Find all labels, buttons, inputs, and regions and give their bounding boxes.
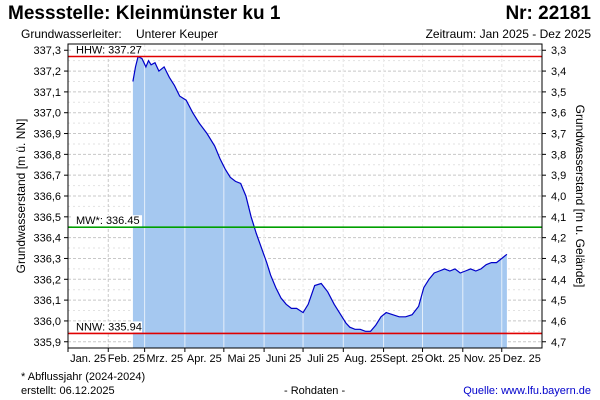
nnw-label: NNW: 335.94 — [76, 321, 142, 333]
left-tick-label: 336,2 — [33, 274, 61, 286]
right-tick-label: 3,5 — [551, 87, 566, 99]
right-tick-label: 4,2 — [551, 233, 566, 245]
left-tick-label: 335,9 — [33, 337, 61, 349]
station-number: Nr: 22181 — [505, 3, 591, 24]
right-tick-label: 3,6 — [551, 108, 566, 120]
x-tick-label: Mai 25 — [227, 353, 260, 365]
left-axis: 337,3 337,2 337,1 337,0 336,9 336,8 336,7 336,6… — [33, 45, 68, 349]
x-tick-label: Aug. 25 — [344, 353, 382, 365]
right-tick-label: 3,4 — [551, 66, 566, 78]
x-tick-label: Nov. 25 — [464, 353, 501, 365]
right-tick-label: 4,3 — [551, 253, 566, 265]
x-tick-label: Mrz. 25 — [146, 353, 183, 365]
right-tick-label: 4,7 — [551, 337, 566, 349]
left-tick-label: 337,2 — [33, 66, 61, 78]
hhw-label-bg — [72, 44, 142, 56]
raw-data-note: - Rohdaten - — [284, 385, 346, 397]
left-tick-label: 337,0 — [33, 108, 61, 120]
x-tick-label: Okt. 25 — [425, 353, 460, 365]
left-tick-label: 336,4 — [33, 233, 61, 245]
level-area — [132, 56, 507, 348]
page-title: Messstelle: Kleinmünster ku 1 — [8, 3, 281, 24]
aquifer-label: Grundwasserleiter: — [21, 27, 122, 41]
left-tick-label: 336,7 — [33, 170, 61, 182]
left-tick-label: 336,0 — [33, 316, 61, 328]
right-tick-label: 3,9 — [551, 170, 566, 182]
period-label: Zeitraum: Jan 2025 - Dez 2025 — [425, 27, 591, 41]
right-axis: 3,3 3,4 3,5 3,6 3,7 3,8 3,9 4,0 4,1 4,2 4,3 4,4 4,5 4… — [542, 45, 566, 349]
right-tick-label: 3,8 — [551, 149, 566, 161]
created-date: erstellt: 06.12.2025 — [21, 385, 115, 397]
x-axis: Jan. 25 Feb. 25 Mrz. 25 Apr. 25 Mai 25 Juni 2… — [67, 348, 541, 365]
right-tick-label: 3,7 — [551, 129, 566, 141]
left-tick-label: 336,9 — [33, 129, 61, 141]
right-axis-label: Grundwasserstand [m u. Gelände] — [573, 105, 587, 288]
right-tick-label: 3,3 — [551, 45, 566, 57]
x-tick-label: Juni 25 — [266, 353, 301, 365]
hhw-label: HHW: 337.27 — [76, 44, 142, 56]
x-tick-label: Apr. 25 — [187, 353, 222, 365]
footnote: * Abflussjahr (2024-2024) — [21, 371, 146, 383]
right-tick-label: 4,4 — [551, 274, 566, 286]
left-tick-label: 336,6 — [33, 191, 61, 203]
source-link[interactable]: Quelle: www.lfu.bayern.de — [463, 385, 591, 397]
area-layer — [132, 44, 508, 348]
right-tick-label: 4,0 — [551, 191, 566, 203]
nnw-label-bg — [72, 321, 142, 333]
mw-label-bg — [72, 215, 142, 227]
left-tick-label: 336,8 — [33, 149, 61, 161]
left-axis-label: Grundwasserstand [m ü. NN] — [14, 119, 28, 274]
right-tick-label: 4,6 — [551, 316, 566, 328]
right-tick-label: 4,5 — [551, 295, 566, 307]
left-tick-label: 336,5 — [33, 212, 61, 224]
x-tick-label: Sept. 25 — [383, 353, 424, 365]
left-tick-label: 337,3 — [33, 45, 61, 57]
mw-label: MW*: 336.45 — [76, 215, 140, 227]
left-tick-label: 337,1 — [33, 87, 61, 99]
level-line — [132, 55, 508, 332]
aquifer-value: Unterer Keuper — [136, 27, 219, 41]
x-tick-label: Feb. 25 — [108, 353, 145, 365]
left-tick-label: 336,3 — [33, 253, 61, 265]
right-tick-label: 4,1 — [551, 212, 566, 224]
x-tick-label: Dez. 25 — [503, 353, 541, 365]
x-tick-label: Jan. 25 — [70, 353, 106, 365]
reference-lines: HHW: 337.27 MW*: 336.45 NNW: 335.94 — [68, 44, 542, 335]
x-tick-label: Juli 25 — [307, 353, 339, 365]
left-tick-label: 336,1 — [33, 295, 61, 307]
